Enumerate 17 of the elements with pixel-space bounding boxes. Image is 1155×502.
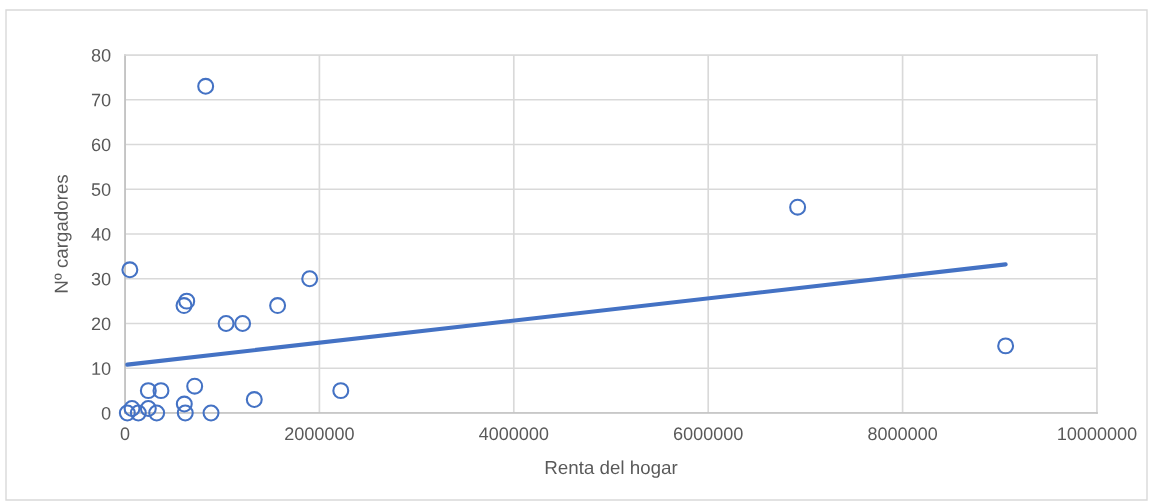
y-tick-label: 50 bbox=[91, 183, 111, 196]
x-tick-label: 2000000 bbox=[285, 427, 354, 441]
x-tick-label: 8000000 bbox=[868, 427, 938, 441]
y-axis-title: Nº cargadores bbox=[54, 174, 72, 293]
x-tick-label: 6000000 bbox=[673, 427, 743, 441]
x-tick-label: 4000000 bbox=[479, 427, 549, 441]
x-tick-label: 10000000 bbox=[1058, 427, 1137, 441]
x-tick-label: 0 bbox=[120, 427, 130, 441]
x-axis-title: Renta del hogar bbox=[545, 460, 678, 478]
y-tick-label: 80 bbox=[91, 48, 111, 62]
y-tick-label: 0 bbox=[101, 406, 111, 420]
y-tick-label: 70 bbox=[91, 93, 111, 107]
y-tick-label: 40 bbox=[91, 227, 111, 241]
y-tick-label: 10 bbox=[92, 362, 111, 375]
y-tick-label: 60 bbox=[91, 138, 111, 152]
y-tick-label: 20 bbox=[91, 317, 111, 331]
y-tick-label: 30 bbox=[91, 272, 111, 286]
